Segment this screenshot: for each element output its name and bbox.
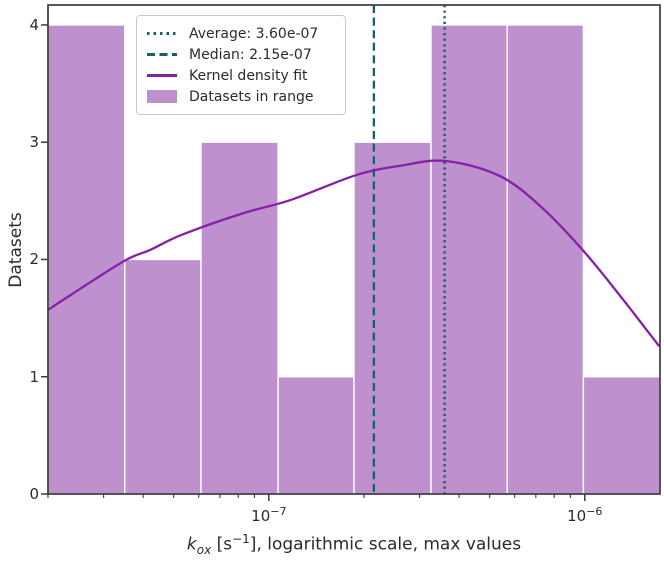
histogram-bar [277, 376, 355, 495]
kde-curve [48, 159, 660, 347]
median-dashed-line-swatch [147, 53, 177, 56]
average-dotted-line-swatch [147, 32, 177, 35]
histogram-bar [353, 141, 432, 495]
tick-marks [41, 24, 586, 501]
histogram-bar [47, 24, 126, 495]
legend-label-average: Average: 3.60e-07 [189, 25, 319, 42]
legend-label-hist: Datasets in range [189, 88, 314, 105]
legend-item-hist: Datasets in range [147, 86, 335, 107]
legend: Average: 3.60e-07 Median: 2.15e-07 Kerne… [136, 15, 346, 115]
legend-item-kde: Kernel density fit [147, 65, 335, 86]
legend-label-median: Median: 2.15e-07 [189, 46, 312, 63]
histogram-patch-swatch [147, 90, 177, 103]
histogram-bar [506, 24, 585, 495]
axes-spines [47, 4, 661, 495]
legend-item-median: Median: 2.15e-07 [147, 44, 335, 65]
histogram-bar [582, 376, 661, 495]
legend-label-kde: Kernel density fit [189, 67, 308, 84]
histogram-bar [430, 24, 508, 495]
histogram-bar [124, 258, 202, 495]
legend-item-average: Average: 3.60e-07 [147, 23, 335, 44]
histogram-bars [47, 24, 661, 495]
histogram-bar [200, 141, 279, 495]
kde-solid-line-swatch [147, 74, 177, 77]
